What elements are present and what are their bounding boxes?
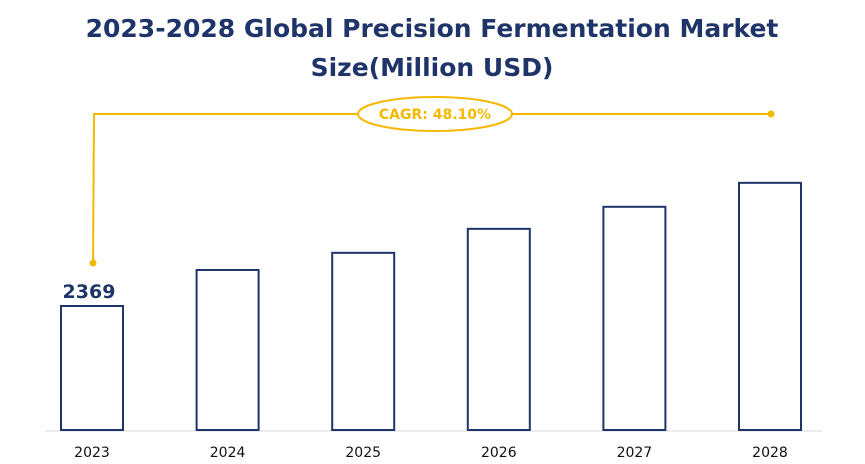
bar-2028	[738, 181, 802, 431]
x-tick-label: 2025	[345, 445, 381, 461]
bar-2026	[466, 227, 531, 431]
cagr-end-dot	[767, 110, 775, 118]
bar-2025	[331, 251, 396, 431]
cagr-start-dot	[89, 259, 97, 267]
bar-2027	[602, 205, 667, 431]
x-tick-label: 2024	[210, 445, 246, 461]
x-tick-label: 2027	[617, 445, 653, 461]
chart-title-line-1: 2023-2028 Global Precision Fermentation …	[86, 14, 779, 43]
cagr-annotation: CAGR: 48.10%	[89, 96, 775, 267]
cagr-bracket-line	[92, 113, 358, 264]
data-label: 2369	[63, 281, 116, 303]
x-tick-label: 2026	[481, 445, 517, 461]
x-tick-label: 2028	[752, 445, 788, 461]
bar-2023	[60, 305, 124, 431]
cagr-ellipse	[357, 96, 513, 132]
chart-title-line-2: Size(Million USD)	[311, 53, 554, 82]
cagr-label: CAGR: 48.10%	[379, 107, 491, 123]
bar-2024	[195, 268, 260, 432]
x-tick-label: 2023	[74, 445, 110, 461]
